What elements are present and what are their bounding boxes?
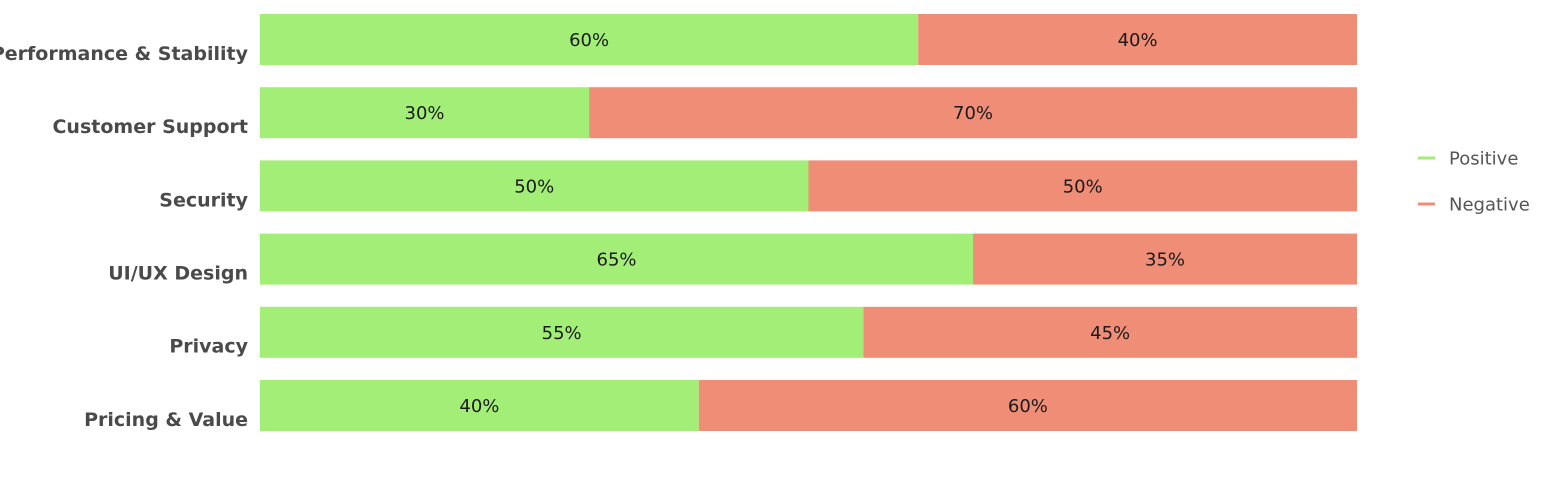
bar-positive-pricing-value	[260, 380, 699, 431]
bar-positive-ui-ux-design	[260, 233, 974, 285]
category-label-performance-stability: Performance & Stability	[0, 43, 249, 65]
category-label-ui-ux-design: UI/UX Design	[108, 263, 248, 285]
category-label-privacy: Privacy	[169, 336, 248, 358]
category-label-security: Security	[159, 189, 248, 211]
bar-negative-performance-stability	[918, 14, 1357, 65]
data-label-negative-pricing-value: 60%	[1008, 396, 1048, 417]
bar-negative-customer-support	[589, 87, 1357, 139]
legend-swatch-positive	[1418, 156, 1435, 160]
bar-positive-privacy	[260, 306, 864, 358]
data-label-negative-customer-support: 70%	[953, 103, 993, 124]
data-label-positive-privacy: 55%	[542, 323, 582, 344]
bar-positive-customer-support	[260, 87, 590, 139]
category-labels: Performance & Stability Customer Support S…	[0, 43, 249, 431]
legend: Positive Negative	[1418, 149, 1530, 216]
data-label-positive-ui-ux-design: 65%	[597, 250, 637, 271]
data-label-positive-pricing-value: 40%	[459, 396, 499, 417]
category-label-pricing-value: Pricing & Value	[84, 409, 248, 431]
legend-label-positive: Positive	[1449, 149, 1518, 170]
category-label-customer-support: Customer Support	[52, 116, 248, 138]
data-label-negative-performance-stability: 40%	[1118, 30, 1158, 51]
bar-negative-pricing-value	[698, 380, 1357, 431]
legend-item-negative: Negative	[1418, 195, 1530, 216]
legend-label-negative: Negative	[1449, 195, 1530, 216]
legend-swatch-negative	[1418, 202, 1435, 206]
data-label-positive-security: 50%	[514, 176, 554, 197]
bars-layer: 60% 40% 30% 70% 50% 50% 65% 35% 55% 45% 40% 60%	[260, 14, 1357, 431]
data-label-positive-performance-stability: 60%	[569, 30, 609, 51]
bar-negative-ui-ux-design	[973, 233, 1357, 285]
bar-positive-security	[260, 160, 809, 212]
data-label-negative-privacy: 45%	[1090, 323, 1130, 344]
bar-positive-performance-stability	[260, 14, 919, 65]
data-label-negative-security: 50%	[1063, 176, 1103, 197]
legend-item-positive: Positive	[1418, 149, 1518, 170]
bar-negative-security	[808, 160, 1357, 212]
data-label-positive-customer-support: 30%	[405, 103, 445, 124]
bar-negative-privacy	[863, 306, 1357, 358]
data-label-negative-ui-ux-design: 35%	[1145, 250, 1185, 271]
